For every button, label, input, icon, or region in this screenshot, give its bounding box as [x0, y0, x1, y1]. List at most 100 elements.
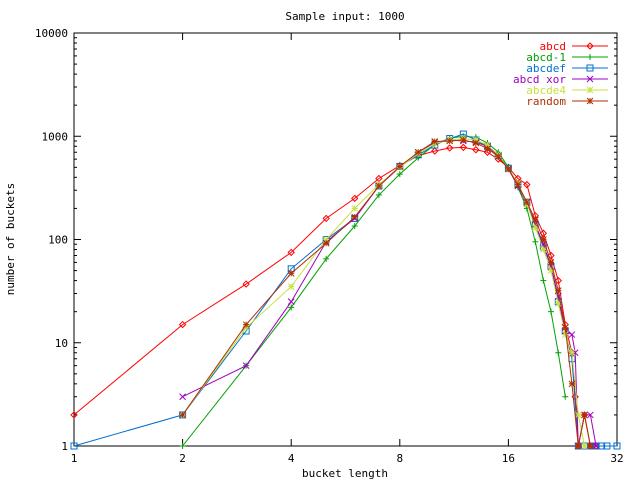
legend-label: abcdef	[526, 62, 566, 75]
marker-stroke	[242, 321, 250, 328]
legend-marker	[586, 64, 594, 72]
data-point	[351, 223, 358, 230]
data-point	[613, 442, 621, 450]
marker-stroke	[581, 411, 588, 419]
data-point	[70, 442, 78, 450]
data-point	[494, 152, 502, 160]
marker-stroke	[586, 86, 594, 94]
legend-marker	[586, 97, 594, 105]
series-line	[182, 139, 591, 447]
legend-label: abcd	[540, 40, 567, 53]
legend-marker	[586, 86, 594, 94]
marker-stroke	[70, 442, 78, 450]
marker-stroke	[351, 205, 359, 212]
marker-stroke	[587, 442, 594, 450]
legend-marker	[586, 75, 594, 83]
data-point	[351, 205, 359, 212]
x-axis-label: bucket length	[302, 467, 388, 480]
marker-stroke	[586, 97, 594, 105]
marker-stroke	[472, 146, 480, 154]
marker-stroke	[178, 320, 187, 329]
marker-stroke	[581, 442, 588, 450]
data-point	[581, 442, 588, 450]
marker-stroke	[494, 152, 502, 160]
data-point	[287, 298, 295, 306]
marker-stroke	[459, 136, 467, 144]
data-point	[539, 229, 548, 237]
x-tick-label: 32	[610, 452, 623, 465]
data-point	[505, 165, 512, 173]
data-point	[540, 277, 547, 284]
series-2	[179, 133, 569, 449]
marker-stroke	[375, 174, 383, 183]
y-axis: 1 10 100 1000 10000	[35, 27, 617, 453]
marker-stroke	[539, 229, 548, 237]
data-point	[322, 214, 330, 223]
data-point	[287, 248, 295, 257]
marker-stroke	[568, 380, 576, 388]
marker-stroke	[598, 442, 606, 450]
marker-stroke	[459, 143, 468, 152]
data-point	[540, 236, 547, 243]
marker-stroke	[70, 411, 78, 419]
marker-stroke	[179, 411, 186, 419]
data-point	[178, 320, 187, 329]
marker-stroke	[179, 393, 186, 401]
data-point	[532, 238, 539, 245]
y-tick-label: 10000	[35, 27, 68, 40]
data-point	[592, 442, 600, 450]
marker-stroke	[568, 331, 576, 338]
series-4	[179, 136, 600, 450]
data-point	[587, 411, 594, 419]
data-point	[179, 411, 186, 419]
marker-stroke	[586, 75, 594, 83]
x-tick-label: 4	[288, 452, 295, 465]
data-point	[431, 147, 439, 155]
marker-stroke	[287, 248, 295, 257]
legend-marker	[586, 42, 594, 50]
data-point	[396, 163, 404, 170]
marker-stroke	[472, 139, 480, 147]
marker-stroke	[287, 283, 295, 290]
marker-stroke	[574, 411, 582, 419]
data-point	[562, 393, 569, 400]
series-line	[73, 146, 597, 447]
data-point	[242, 362, 250, 370]
marker-stroke	[587, 411, 594, 419]
marker-stroke	[523, 198, 531, 206]
legend-label: abcd xor	[513, 73, 566, 86]
data-point	[431, 138, 439, 145]
marker-stroke	[414, 148, 422, 156]
marker-stroke	[445, 144, 454, 152]
data-point	[568, 380, 576, 388]
data-point	[375, 182, 383, 190]
marker-stroke	[242, 362, 250, 370]
data-point	[375, 191, 382, 198]
data-point	[555, 349, 562, 356]
marker-stroke	[580, 411, 589, 419]
marker-stroke	[523, 180, 531, 189]
y-tick-label: 100	[48, 234, 68, 247]
data-point	[514, 181, 522, 188]
marker-stroke	[287, 298, 295, 306]
marker-stroke	[586, 42, 594, 50]
marker-stroke	[322, 214, 330, 223]
series-line	[182, 139, 597, 447]
marker-stroke	[431, 138, 439, 145]
marker-stroke	[547, 251, 555, 260]
data-point	[472, 139, 480, 147]
data-point	[322, 239, 330, 247]
marker-stroke	[514, 181, 522, 188]
data-point	[554, 287, 562, 294]
data-point	[179, 443, 186, 449]
data-point	[580, 411, 589, 419]
data-point	[574, 411, 582, 419]
y-tick-label: 1000	[42, 130, 69, 143]
data-point	[568, 349, 576, 357]
marker-stroke	[351, 194, 359, 203]
marker-stroke	[592, 442, 600, 450]
marker-stroke	[540, 246, 547, 253]
data-point	[523, 180, 531, 189]
marker-stroke	[568, 349, 576, 357]
